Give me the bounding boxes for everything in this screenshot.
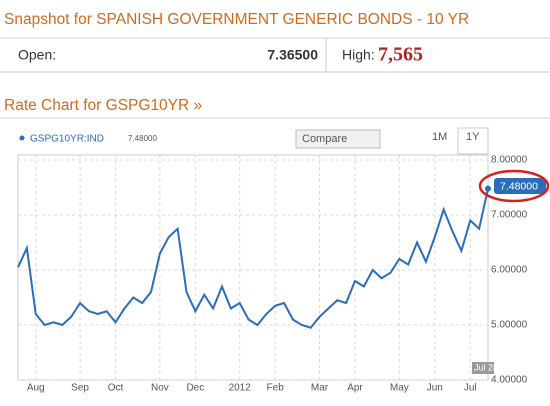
callout: 7.48000 — [500, 180, 538, 192]
x-tick-label: 2012 — [229, 383, 252, 394]
x-tick-label: Mar — [311, 383, 329, 394]
callout-box — [494, 178, 546, 194]
date-tag-box — [472, 362, 494, 374]
y-tick-label: 7.00000 — [491, 210, 528, 221]
last-point — [485, 185, 491, 192]
section-title[interactable]: Rate Chart for GSPG10YR » — [4, 97, 202, 114]
legend-value: 7.48000 — [128, 134, 157, 143]
x-tick-label: Oct — [108, 383, 124, 394]
data-line — [17, 188, 489, 329]
open-label: Open: — [18, 47, 56, 63]
legend-name: GSPG10YR:IND — [30, 134, 104, 145]
x-tick-label: Jul — [464, 383, 477, 394]
compare-box[interactable] — [295, 129, 381, 149]
x-tick-label: Jun — [427, 383, 443, 394]
y-tick-label: 5.00000 — [491, 320, 528, 331]
high-label: High: — [342, 47, 375, 63]
compare-button[interactable]: Compare — [302, 133, 347, 145]
highlight-ring — [478, 169, 550, 203]
x-tick-label: Nov — [151, 383, 169, 394]
x-tick-label: May — [390, 383, 409, 394]
plot-area — [17, 154, 489, 381]
range-button[interactable]: 1M — [432, 131, 447, 143]
open-value: 7.36500 — [267, 47, 318, 63]
range-box[interactable] — [457, 127, 489, 155]
x-tick-label: Dec — [186, 383, 204, 394]
y-tick-label: 6.00000 — [491, 265, 528, 276]
y-tick-label: 8.00000 — [491, 155, 528, 166]
y-tick-label: 4.00000 — [491, 375, 528, 386]
date-tag: Jul 28 — [474, 362, 498, 372]
range-button[interactable]: 1Y — [466, 131, 480, 143]
x-tick-label: Feb — [267, 383, 285, 394]
high-value: 7,565 — [378, 44, 423, 66]
legend-marker — [19, 135, 25, 141]
x-tick-label: Sep — [71, 383, 89, 394]
x-tick-label: Apr — [347, 383, 363, 394]
x-tick-label: Aug — [27, 383, 45, 394]
header-title: Snapshot for SPANISH GOVERNMENT GENERIC … — [4, 11, 469, 28]
